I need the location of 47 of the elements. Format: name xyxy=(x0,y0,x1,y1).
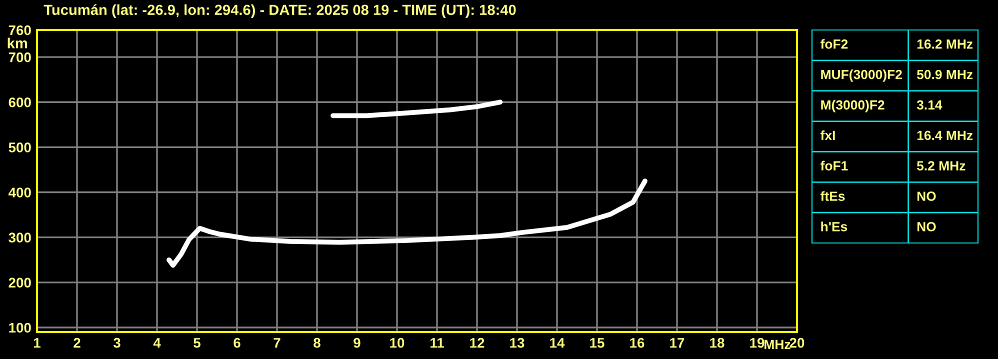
x-tick-label: 11 xyxy=(430,338,444,348)
text: ftEs xyxy=(820,191,845,201)
x-tick-label: 1 xyxy=(34,338,40,348)
x-tick-label: 5 xyxy=(194,338,200,348)
x-tick-label: 7 xyxy=(274,338,280,348)
line-series xyxy=(166,178,648,268)
x-tick-label: 2 xyxy=(74,338,80,348)
text: fxI xyxy=(820,130,835,140)
line-series xyxy=(330,100,503,118)
text: foF1 xyxy=(820,160,848,170)
x-axis-title: MHz xyxy=(764,340,790,349)
x-tick-label: 19 xyxy=(750,338,764,348)
x-tick-label: 6 xyxy=(234,338,240,348)
x-tick-label: 10 xyxy=(390,338,404,348)
x-tick-label: 13 xyxy=(510,338,524,348)
x-tick-label: 14 xyxy=(550,338,565,348)
x-tick-label: 15 xyxy=(590,338,604,348)
x-tick-label: 3 xyxy=(113,338,120,348)
y-tick-label: 500 xyxy=(8,142,31,152)
y-tick-label: 400 xyxy=(8,188,31,198)
text: 5.2 MHz xyxy=(916,161,966,170)
x-tick-label: 20 xyxy=(790,338,804,348)
text: 16.2 MHz xyxy=(917,39,973,49)
x-tick-label: 16 xyxy=(630,338,644,348)
y-tick-label: 600 xyxy=(8,97,31,108)
y-tick-label: 700 xyxy=(8,52,31,62)
text: NO xyxy=(917,192,936,201)
x-tick-label: 18 xyxy=(710,338,724,348)
x-tick-label: 12 xyxy=(470,338,484,348)
text: MUF(3000)F2 xyxy=(821,69,902,82)
text: 3.14 xyxy=(916,100,942,110)
chart-title: Tucumán (lat: -26.9, lon: 294.6) - DATE: 2025 08 19 - TIME (UT): 18:40 xyxy=(44,4,516,18)
text: M(3000)F2 xyxy=(821,100,884,112)
y-axis-title: km xyxy=(8,38,27,48)
x-tick-label: 17 xyxy=(670,338,684,348)
x-tick-label: 9 xyxy=(354,338,360,348)
y-tick-label: 200 xyxy=(8,278,31,288)
x-tick-label: 4 xyxy=(153,338,161,348)
text: foF2 xyxy=(820,39,848,49)
y-tick-label: 760 xyxy=(8,25,31,36)
y-tick-label: 300 xyxy=(8,232,31,243)
text: 50.9 MHz xyxy=(916,70,973,80)
text: NO xyxy=(917,222,936,232)
x-tick-label: 8 xyxy=(314,338,320,348)
y-tick-label: 100 xyxy=(9,322,31,333)
text: h'Es xyxy=(821,222,848,232)
text: 16.4 MHz xyxy=(917,130,973,140)
